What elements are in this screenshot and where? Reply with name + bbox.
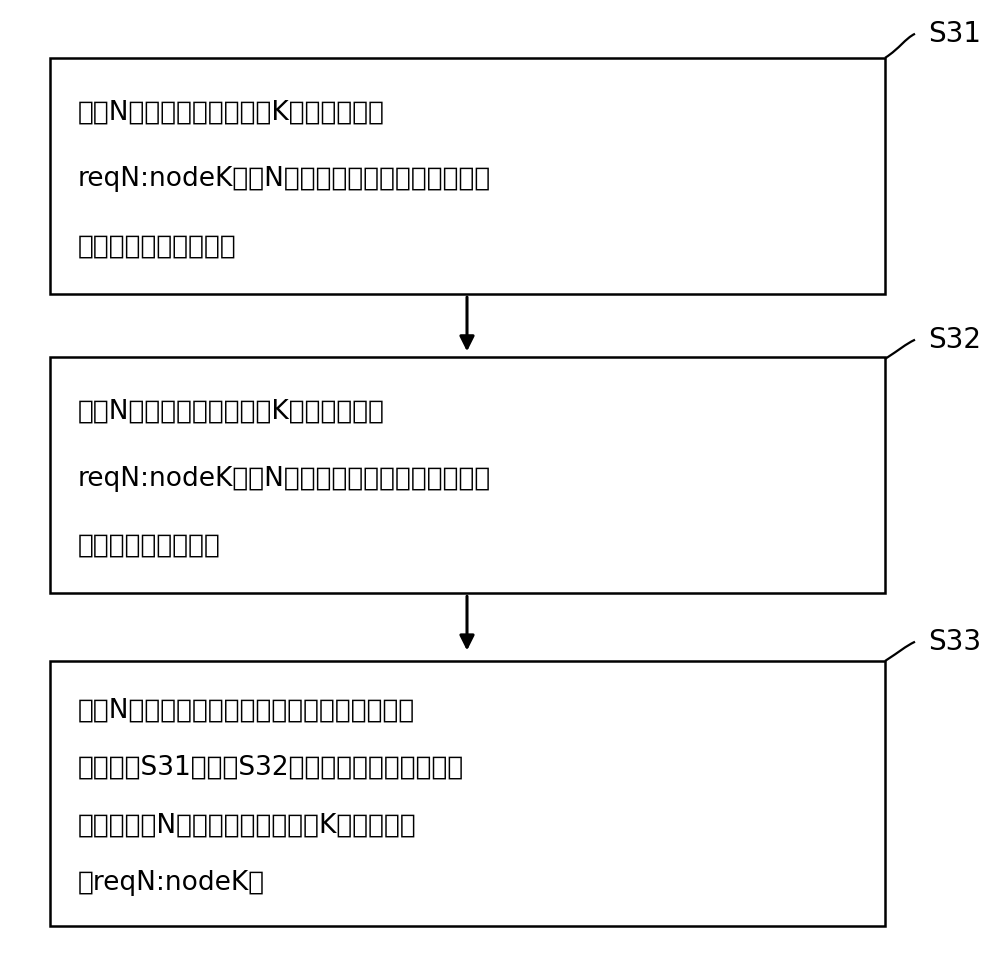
FancyBboxPatch shape [50, 357, 885, 593]
Text: S32: S32 [928, 325, 982, 354]
Text: 点reqN:nodeK。: 点reqN:nodeK。 [78, 870, 265, 896]
Text: 其他数据块节点互异；: 其他数据块节点互异； [78, 234, 237, 260]
Text: 按第N个数据修复请求中数据块节点顺序，将第: 按第N个数据修复请求中数据块节点顺序，将第 [78, 697, 415, 723]
Text: 使第N个数据修复请求的第K个数据块节点: 使第N个数据修复请求的第K个数据块节点 [78, 99, 385, 125]
Text: 的数据块节点互异；: 的数据块节点互异； [78, 533, 221, 559]
Text: 序编排后第N个数据修复请求的第K个数据块节: 序编排后第N个数据修复请求的第K个数据块节 [78, 813, 417, 839]
FancyBboxPatch shape [50, 661, 885, 926]
FancyBboxPatch shape [50, 58, 885, 294]
Text: reqN:nodeK与第N个流水线的数据块节点集中的: reqN:nodeK与第N个流水线的数据块节点集中的 [78, 167, 491, 192]
Text: reqN:nodeK与第N个数据修复请求中其余已编排: reqN:nodeK与第N个数据修复请求中其余已编排 [78, 466, 491, 491]
Text: S31: S31 [928, 19, 982, 48]
Text: S33: S33 [928, 627, 982, 656]
Text: 一个满足S31要求和S32要求的数据块节点作为顺: 一个满足S31要求和S32要求的数据块节点作为顺 [78, 755, 464, 781]
Text: 使第N个数据修复请求的第K个数据块节点: 使第N个数据修复请求的第K个数据块节点 [78, 399, 385, 425]
